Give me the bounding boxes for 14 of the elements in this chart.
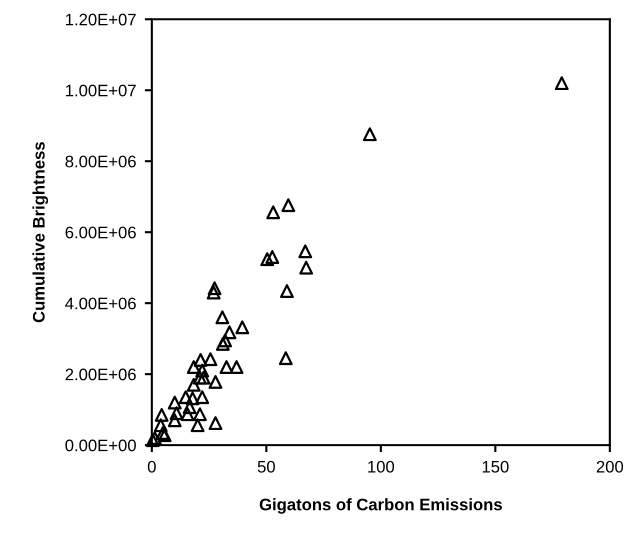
x-tick-label: 100 (368, 460, 394, 473)
x-tick-label: 150 (482, 460, 509, 473)
y-tick-label: 1.00E+07 (66, 84, 136, 96)
y-tick-label: 2.00E+06 (66, 368, 136, 380)
x-tick-label: 0 (148, 460, 156, 473)
y-tick-label: 6.00E+06 (66, 226, 136, 238)
y-tick-label: 4.00E+06 (65, 298, 136, 310)
x-axis-title: Gigatons of Carbon Emissions (260, 498, 502, 514)
y-tick-label: 1.20E+07 (66, 14, 136, 26)
y-axis-title: Cumulative Brightness (32, 142, 48, 322)
x-tick-label: 50 (258, 460, 275, 473)
y-tick-label: 0.00E+00 (65, 440, 136, 452)
y-tick-label: 8.00E+06 (65, 156, 136, 168)
x-tick-label: 200 (596, 460, 624, 473)
